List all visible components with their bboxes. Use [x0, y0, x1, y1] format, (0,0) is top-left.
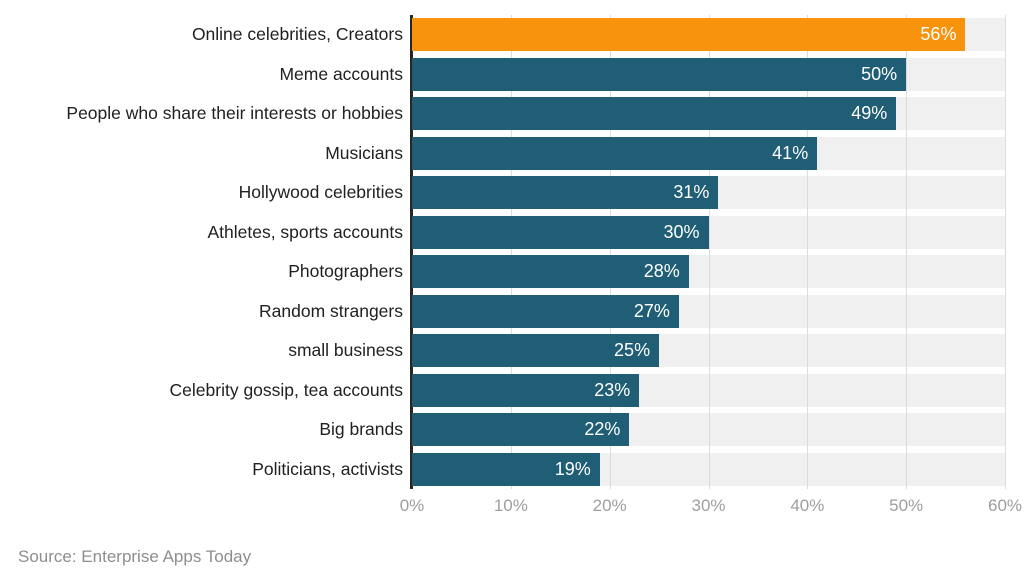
bar: 50% [412, 57, 907, 91]
x-axis-ticks: 0% 10% 20% 30% 40% 50% 60% [400, 496, 1022, 520]
chart-row: Big brands 22% [0, 410, 1024, 450]
bar-value-label: 19% [554, 458, 591, 479]
bar: 25% [412, 334, 660, 368]
bar-track: 27% [412, 294, 1005, 328]
x-tick-label: 60% [987, 496, 1023, 515]
category-label: Athletes, sports accounts [207, 221, 403, 242]
bar-track: 22% [412, 413, 1005, 447]
bar: 49% [412, 97, 897, 131]
bar: 19% [412, 452, 600, 486]
bar-value-label: 41% [772, 142, 809, 163]
chart-rows: Online celebrities, Creators 56% Meme acco… [0, 15, 1024, 489]
chart-row: Meme accounts 50% [0, 55, 1024, 95]
bar-track: 31% [412, 176, 1005, 210]
chart-row: Athletes, sports accounts 30% [0, 213, 1024, 253]
x-tick-label: 0% [399, 496, 425, 515]
bar: 27% [412, 294, 679, 328]
source-caption: Source: Enterprise Apps Today [18, 547, 252, 566]
category-label: Random strangers [259, 300, 403, 321]
bar-track: 56% [412, 18, 1005, 52]
category-label: Musicians [325, 142, 403, 163]
category-label: Photographers [288, 261, 403, 282]
x-tick-label: 40% [790, 496, 825, 515]
category-label: small business [288, 340, 403, 361]
chart-row: Online celebrities, Creators 56% [0, 15, 1024, 55]
x-tick-label: 50% [889, 496, 924, 515]
chart-row: Musicians 41% [0, 134, 1024, 174]
chart-row: Celebrity gossip, tea accounts 23% [0, 371, 1024, 411]
chart-row: small business 25% [0, 331, 1024, 371]
bar-value-label: 25% [614, 340, 651, 361]
bar-value-label: 27% [633, 300, 670, 321]
x-tick-label: 10% [493, 496, 528, 515]
bar: 41% [412, 136, 818, 170]
bar-value-label: 23% [594, 379, 631, 400]
chart-row: Random strangers 27% [0, 292, 1024, 332]
bar-value-label: 31% [673, 182, 710, 203]
category-label: Big brands [319, 419, 403, 440]
category-label: Meme accounts [279, 63, 403, 84]
bar-track: 49% [412, 97, 1005, 131]
bar-track: 30% [412, 215, 1005, 249]
chart-row: Hollywood celebrities 31% [0, 173, 1024, 213]
category-label: Celebrity gossip, tea accounts [169, 379, 403, 400]
chart-row: Politicians, activists 19% [0, 450, 1024, 490]
bar-value-label: 30% [663, 221, 700, 242]
bar-track: 28% [412, 255, 1005, 289]
category-label: Hollywood celebrities [238, 182, 403, 203]
bar-highlighted: 56% [412, 18, 966, 52]
bar-value-label: 49% [851, 103, 888, 124]
x-tick-label: 20% [592, 496, 627, 515]
category-label: People who share their interests or hobb… [66, 103, 403, 124]
bar: 31% [412, 176, 719, 210]
bar-track: 23% [412, 373, 1005, 407]
chart-row: People who share their interests or hobb… [0, 94, 1024, 134]
category-label: Online celebrities, Creators [191, 24, 403, 45]
bar: 30% [412, 215, 709, 249]
bar-value-label: 56% [920, 24, 957, 45]
category-label: Politicians, activists [252, 458, 403, 479]
bar-value-label: 22% [584, 419, 621, 440]
bar-value-label: 50% [861, 63, 898, 84]
bar: 23% [412, 373, 640, 407]
chart-row: Photographers 28% [0, 252, 1024, 292]
bar-track: 19% [412, 452, 1005, 486]
bar-track: 25% [412, 334, 1005, 368]
bar-track: 50% [412, 57, 1005, 91]
bar-value-label: 28% [643, 261, 680, 282]
bar: 28% [412, 255, 689, 289]
bar: 22% [412, 413, 630, 447]
bar-chart: Online celebrities, Creators 56% Meme acco… [0, 15, 1024, 515]
x-tick-label: 30% [691, 496, 726, 515]
bar-track: 41% [412, 136, 1005, 170]
